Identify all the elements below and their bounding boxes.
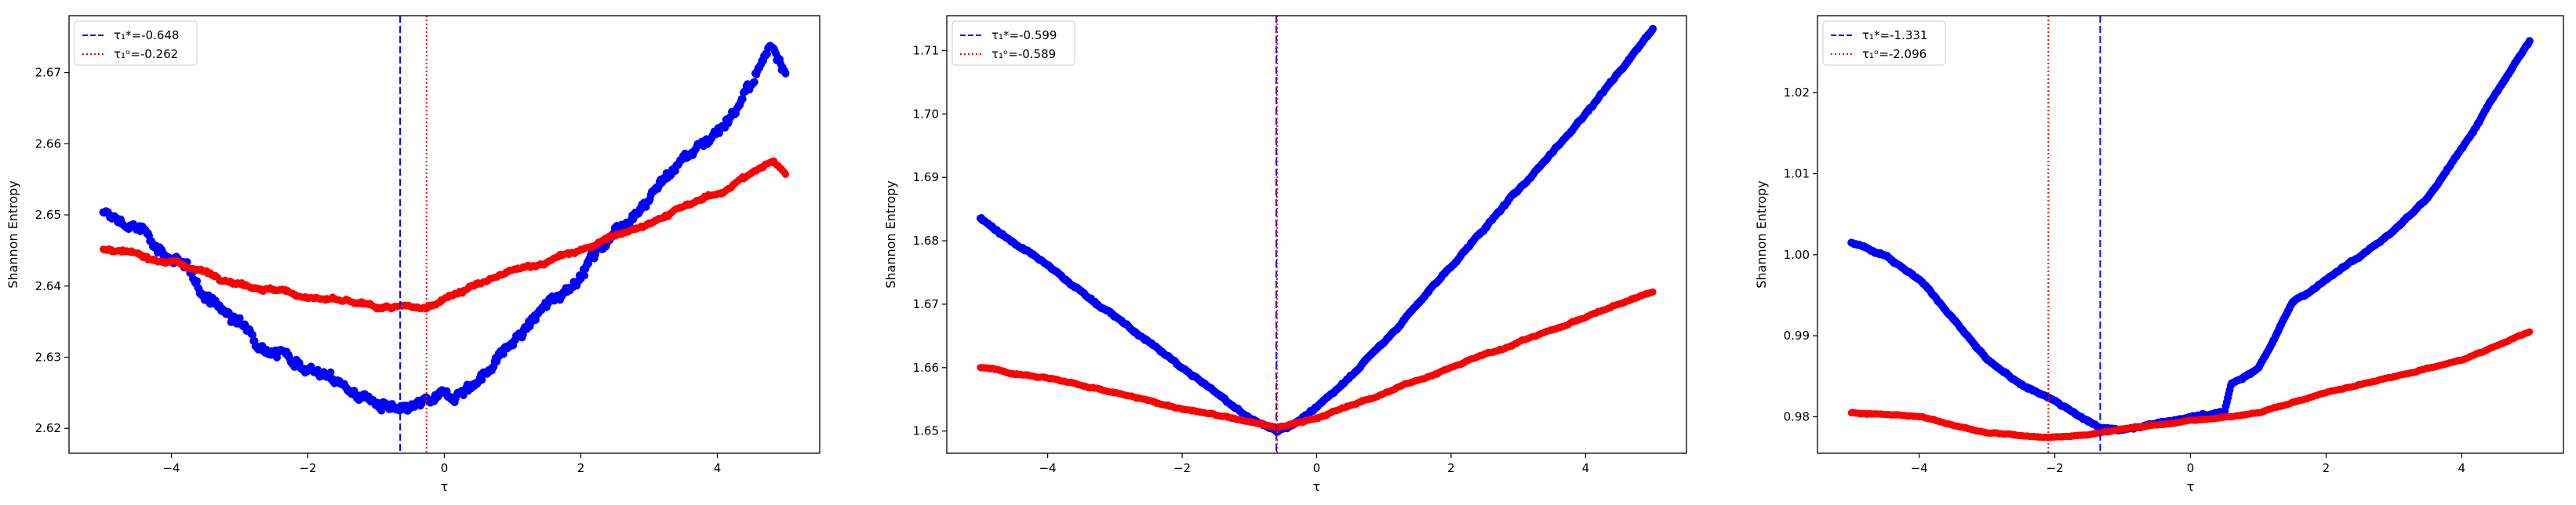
legend-label: τ₁ᵒ=-0.589	[991, 47, 1056, 61]
x-tick-label: −4	[1039, 461, 1057, 475]
x-tick-label: −2	[2047, 461, 2064, 475]
y-tick-label: 2.66	[35, 136, 61, 151]
data-point	[2525, 37, 2534, 45]
legend-label: τ₁ᵒ=-2.096	[1862, 47, 1927, 61]
data-point	[738, 95, 747, 104]
plot-area	[1847, 37, 2534, 441]
y-axis-label: Shannon Entropy	[5, 180, 20, 289]
series-blue	[1847, 37, 2534, 435]
series-red	[1847, 328, 2534, 441]
data-point	[762, 49, 771, 58]
legend-label: τ₁ᵒ=-0.262	[114, 47, 178, 61]
x-tick-label: 4	[1582, 461, 1590, 475]
plot-frame	[1817, 15, 2564, 454]
data-point	[193, 277, 201, 285]
data-point	[580, 271, 589, 280]
chart-panel-3: −4 −2 0 2 4 0.98 0.99 1.00 1.01 1.02 τ Shannon Entr…	[1754, 15, 2564, 494]
x-tick-label: −2	[299, 461, 316, 475]
data-point	[750, 78, 759, 86]
legend-label: τ₁*=-1.331	[1862, 28, 1927, 42]
y-tick-label: 2.62	[35, 421, 61, 435]
data-point	[478, 376, 486, 384]
x-tick-label: 4	[2458, 461, 2466, 475]
chart-panel-2: −4 −2 0 2 4 1.65 1.66 1.67 1.68 1.69 1.70 1.71 τ Shan…	[883, 15, 1687, 494]
y-tick-label: 2.64	[35, 279, 61, 293]
legend: τ₁*=-0.648 τ₁ᵒ=-0.262	[74, 20, 198, 66]
x-tick-label: −4	[162, 461, 180, 475]
x-tick-label: 0	[2187, 461, 2195, 475]
legend-label: τ₁*=-0.648	[114, 28, 179, 42]
y-axis-label: Shannon Entropy	[883, 180, 898, 289]
y-tick-label: 0.99	[1784, 329, 1810, 343]
legend-box	[951, 20, 1075, 66]
legend: τ₁*=-1.331 τ₁ᵒ=-2.096	[1822, 20, 1946, 66]
chart-panel-1: −4 −2 0 2 4 2.62 2.63 2.64 2.65 2.66 2.67 τ Shannon …	[5, 15, 820, 494]
x-tick-label: −2	[1173, 461, 1191, 475]
x-axis-label: τ	[441, 479, 449, 494]
y-tick-label: 1.69	[913, 170, 939, 184]
x-tick-label: 0	[1313, 461, 1321, 475]
y-tick-label: 1.65	[913, 424, 939, 438]
x-tick-label: 2	[1447, 461, 1455, 475]
data-point	[499, 350, 508, 358]
y-tick-label: 1.66	[913, 361, 939, 375]
x-tick-label: 4	[714, 461, 722, 475]
data-point	[1649, 288, 1657, 296]
data-point	[1649, 24, 1657, 33]
plot-area	[976, 24, 1657, 436]
data-point	[326, 368, 335, 376]
y-tick-label: 1.02	[1784, 85, 1810, 100]
data-point	[781, 69, 790, 78]
y-tick-label: 1.00	[1784, 248, 1810, 262]
data-point	[2526, 328, 2534, 336]
plot-frame	[946, 15, 1687, 454]
series-red	[100, 157, 789, 313]
y-tick-label: 2.67	[35, 66, 61, 80]
legend: τ₁*=-0.599 τ₁ᵒ=-0.589	[951, 20, 1075, 66]
plot-area	[99, 42, 790, 415]
y-tick-label: 2.65	[35, 208, 61, 222]
legend-box	[1822, 20, 1946, 66]
y-tick-label: 2.63	[35, 351, 61, 365]
series-blue	[99, 42, 790, 415]
y-tick-label: 1.70	[913, 107, 939, 121]
series-blue	[976, 24, 1657, 436]
data-point	[782, 171, 789, 178]
x-tick-label: 0	[441, 461, 449, 475]
y-axis-label: Shannon Entropy	[1754, 180, 1769, 289]
series-red	[977, 288, 1657, 432]
legend-box	[74, 20, 198, 66]
legend-label: τ₁*=-0.599	[991, 28, 1057, 42]
x-axis-label: τ	[2187, 479, 2195, 494]
y-tick-label: 1.01	[1784, 167, 1810, 181]
x-tick-label: 2	[577, 461, 585, 475]
x-tick-label: −4	[1911, 461, 1928, 475]
y-tick-label: 0.98	[1784, 410, 1810, 424]
y-tick-label: 1.71	[913, 43, 939, 57]
x-tick-label: 2	[2323, 461, 2330, 475]
y-tick-label: 1.67	[913, 297, 939, 311]
y-tick-label: 1.68	[913, 234, 939, 248]
x-axis-label: τ	[1313, 479, 1321, 494]
data-point	[248, 330, 257, 339]
